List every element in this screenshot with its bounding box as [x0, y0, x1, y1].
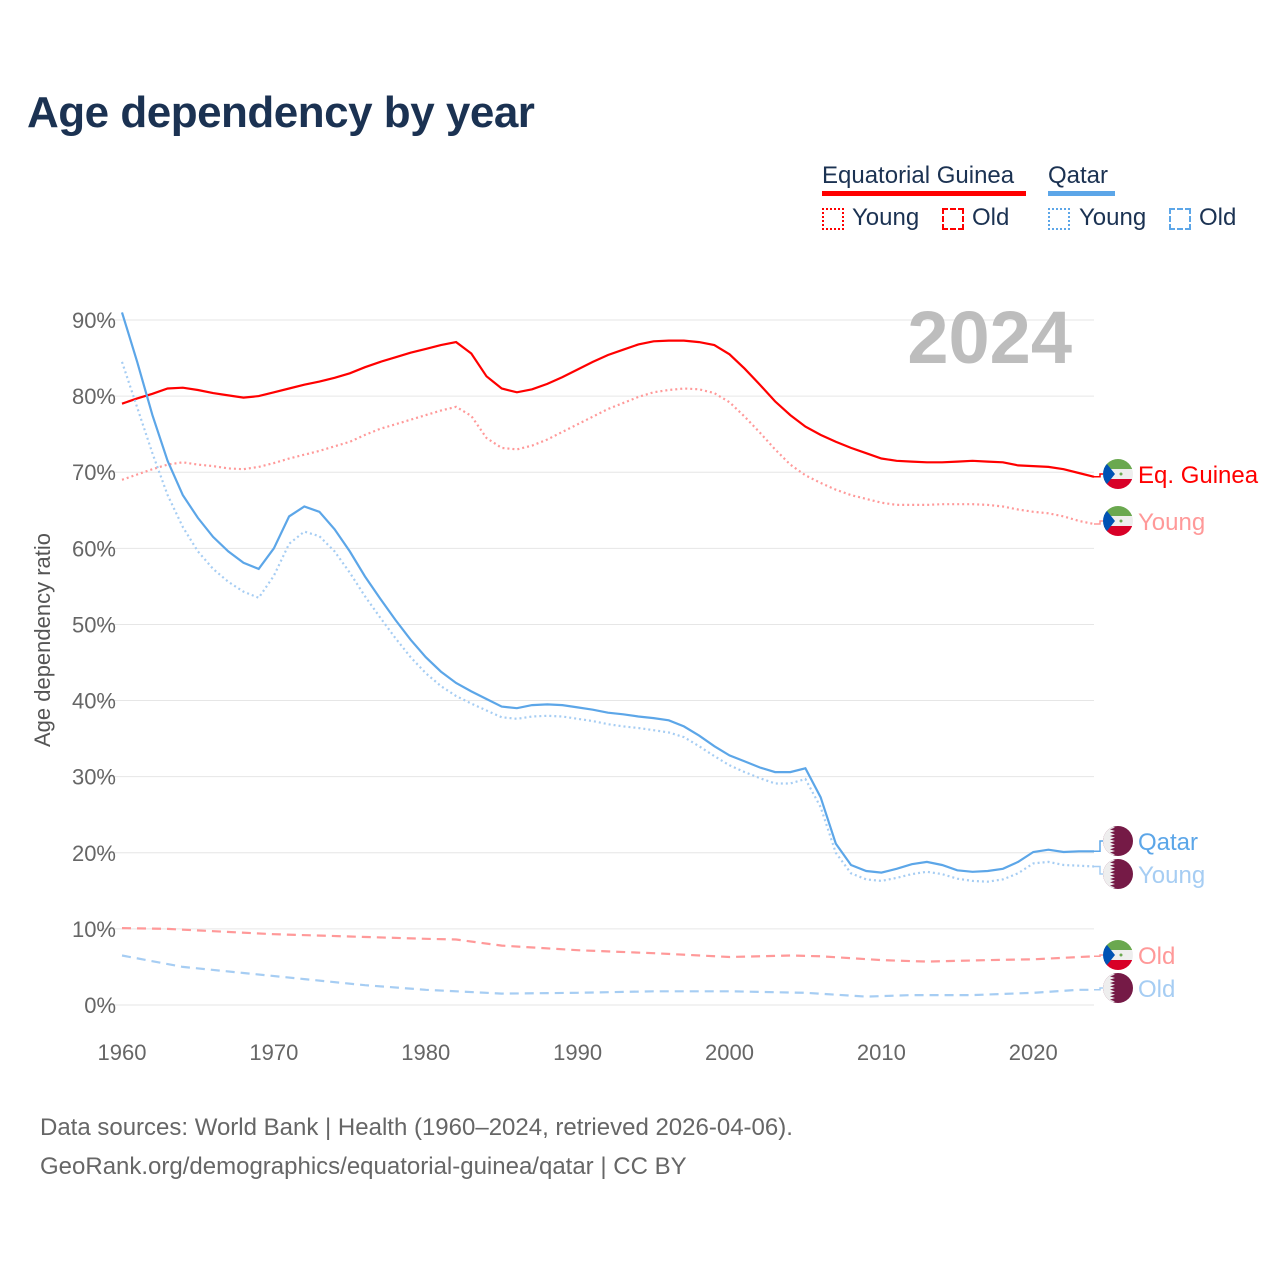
- legend-swatch-qa-old: [1169, 208, 1191, 230]
- source-url[interactable]: GeoRank.org/demographics/equatorial-guin…: [40, 1153, 687, 1180]
- year-badge: 2024: [907, 296, 1072, 379]
- series-end-label: Old: [1138, 943, 1175, 970]
- series-line-1[interactable]: [121, 387, 1095, 526]
- end-connector: [1094, 473, 1104, 478]
- end-connector: [1094, 987, 1104, 991]
- series-end-label: Young: [1138, 862, 1205, 889]
- y-tick-label: 70%: [72, 460, 116, 485]
- series-line-2[interactable]: [121, 927, 1095, 963]
- x-tick-label: 1960: [98, 1040, 147, 1065]
- x-tick-label: 1980: [401, 1040, 450, 1065]
- x-tick-label: 1970: [249, 1040, 298, 1065]
- x-tick-label: 2020: [1009, 1040, 1058, 1065]
- series-line-4[interactable]: [120, 361, 1095, 883]
- y-axis-label: Age dependency ratio: [30, 533, 55, 747]
- series-line-5[interactable]: [121, 954, 1094, 998]
- x-tick-label: 1990: [553, 1040, 602, 1065]
- y-tick-label: 80%: [72, 384, 116, 409]
- x-tick-label: 2000: [705, 1040, 754, 1065]
- series-line-0[interactable]: [121, 339, 1095, 478]
- qatar-flag-icon: [1103, 973, 1133, 1003]
- end-connector: [1094, 954, 1104, 958]
- y-tick-label: 40%: [72, 689, 116, 714]
- legend-line-qatar: [1048, 191, 1115, 196]
- legend-swatch-eg-young: [822, 208, 844, 230]
- y-tick-label: 0%: [84, 993, 116, 1018]
- qatar-flag-icon: [1103, 826, 1133, 856]
- eq-guinea-flag-icon: [1103, 506, 1133, 536]
- qatar-flag-icon: [1103, 859, 1133, 889]
- y-tick-label: 90%: [72, 308, 116, 333]
- end-connector: [1094, 865, 1104, 875]
- chart-title: Age dependency by year: [27, 88, 535, 137]
- series-end-label: Old: [1138, 976, 1175, 1003]
- series-end-label: Young: [1138, 509, 1205, 536]
- y-tick-label: 30%: [72, 765, 116, 790]
- legend-group-eq-guinea[interactable]: Equatorial Guinea: [822, 162, 1015, 189]
- legend-eg-old[interactable]: Old: [972, 204, 1010, 231]
- source-note: Data sources: World Bank | Health (1960–…: [40, 1108, 793, 1186]
- eq-guinea-flag-icon: [1103, 459, 1133, 489]
- y-tick-label: 50%: [72, 612, 116, 637]
- eq-guinea-flag-icon: [1103, 940, 1133, 970]
- series-end-label: Qatar: [1138, 829, 1198, 856]
- legend-swatch-qa-young: [1048, 208, 1070, 230]
- legend-line-eq-guinea: [822, 191, 1026, 196]
- legend-qa-young[interactable]: Young: [1079, 204, 1147, 231]
- end-connector: [1094, 840, 1104, 853]
- legend-swatch-eg-old: [942, 208, 964, 230]
- y-tick-label: 60%: [72, 536, 116, 561]
- legend-group-qatar[interactable]: Qatar: [1048, 162, 1109, 189]
- end-connector: [1094, 520, 1104, 525]
- series-line-3[interactable]: [120, 312, 1094, 874]
- x-tick-label: 2010: [857, 1040, 906, 1065]
- y-tick-label: 20%: [72, 841, 116, 866]
- legend-eg-young[interactable]: Young: [852, 204, 920, 231]
- y-tick-label: 10%: [72, 917, 116, 942]
- series-end-label: Eq. Guinea: [1138, 462, 1259, 489]
- legend-qa-old[interactable]: Old: [1199, 204, 1237, 231]
- source-line: Data sources: World Bank | Health (1960–…: [40, 1114, 793, 1141]
